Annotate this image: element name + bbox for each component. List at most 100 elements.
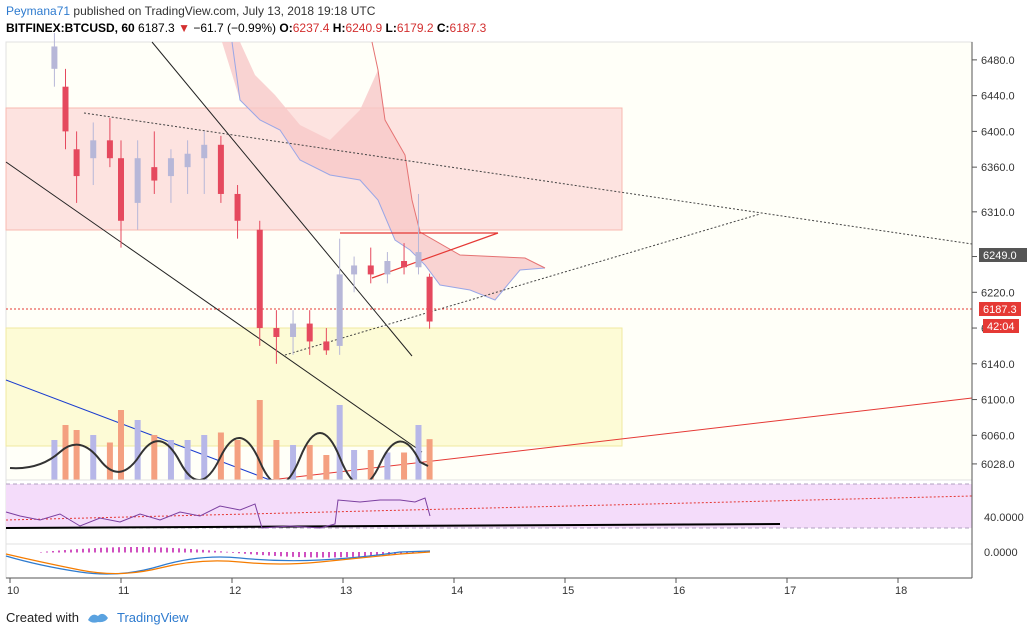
candle-body [62,86,69,132]
macd-hist-bar [310,552,312,558]
high-label: H: [332,21,346,35]
author-link[interactable]: Peymana71 [6,4,71,18]
cloud-price-badge [979,248,1027,262]
time-tick-label: 15 [562,585,574,597]
rsi-trend-line [5,523,781,529]
volume-bar [351,450,358,480]
volume-bar [118,410,124,480]
time-tick-label: 17 [784,585,796,597]
time-tick-label: 10 [7,585,19,597]
macd-hist-bar [88,548,90,553]
candle-body [90,140,97,159]
macd-hist-bar [298,552,300,558]
downtrend-line-lower [5,161,423,453]
volume-bar [256,400,263,480]
macd-line [5,550,431,575]
macd-hist-bar [214,550,216,553]
price-tick-label: 6440.0 [981,91,1015,103]
candle-body [306,323,313,342]
macd-hist-bar [406,552,408,554]
time-axis-ticks: 10 11 12 13 14 15 16 17 18 [7,578,907,597]
rsi-line [5,497,431,529]
time-tick-label: 13 [340,585,352,597]
price-tick-label: 6310.0 [981,207,1015,219]
macd-hist-bar [160,547,162,553]
macd-hist-bar [184,548,186,553]
candle-body [234,193,241,221]
macd-axis-tick: 0.0000 [984,547,1018,559]
macd-hist-bar [352,552,354,557]
open-label: O: [279,21,293,35]
price-tick-label: 6028.0 [981,459,1015,471]
candle-body [256,229,263,329]
volume-bar [151,435,158,480]
macd-hist-bar [340,552,342,558]
macd-hist-bar [172,547,174,553]
macd-hist-bar [208,550,210,553]
symbol-name: BITFINEX:BTCUSD, 60 [6,21,135,35]
volume-bar [273,440,280,480]
macd-hist-bar [100,547,102,553]
tradingview-link[interactable]: TradingView [116,609,189,625]
macd-hist-bar [202,549,204,553]
macd-hist-bar [142,547,144,553]
macd-hist-bar [328,552,330,558]
macd-hist-bar [304,552,306,558]
high-value: 6240.9 [345,21,383,35]
macd-pane [5,543,973,579]
candle-body [415,252,422,268]
price-tick-label: 6100.0 [981,395,1015,407]
price-chart[interactable]: 6480.06440.06400.06360.06310.06260.06220… [0,0,1032,600]
publish-info: published on TradingView.com, July 13, 2… [73,4,376,18]
time-tick-label: 12 [229,585,241,597]
last-price-badge [979,302,1021,316]
candle-body [351,265,358,275]
candle-body [367,265,374,275]
volume-bar [234,440,241,480]
macd-hist-bar [412,552,414,553]
tradingview-logo-icon[interactable] [87,610,109,624]
ascending-dotted-line [284,213,761,356]
candle-body [134,158,141,203]
time-tick-label: 14 [451,585,463,597]
macd-hist-bar [76,549,78,553]
countdown-badge [983,319,1019,333]
candle-body [336,274,343,346]
macd-hist-bar [322,552,324,558]
candle-body [217,144,224,194]
volume-bar [134,420,141,480]
macd-hist-bar [274,552,276,556]
macd-hist-bar [166,547,168,553]
candle-body [106,140,113,159]
macd-hist-bar [106,547,108,553]
macd-hist-bar [250,552,252,555]
low-value: 6179.2 [396,21,434,35]
candles [51,33,433,364]
volume-bar [90,435,97,480]
macd-hist-bar [220,551,222,553]
macd-hist-bar [364,552,366,557]
candle-body [118,158,124,221]
volume-bar [415,425,422,480]
macd-hist-bar [64,550,66,553]
candle-body [184,153,191,168]
publish-line: Peymana71 published on TradingView.com, … [6,3,375,19]
candle-body [201,144,208,159]
macd-hist-bar [136,547,138,553]
price-tick-label: 6060.0 [981,430,1015,442]
macd-hist-bar [118,547,120,553]
price-tick-label: 6480.0 [981,55,1015,67]
volume-bar [306,445,313,480]
macd-hist-bar [280,552,282,557]
candle-body [384,261,391,275]
volume-bar [290,445,297,480]
macd-hist-bar [190,549,192,553]
change-arrow-icon: ▼ [178,21,190,35]
macd-histogram [40,547,426,558]
cloud-upper-line [371,41,546,269]
open-value: 6237.4 [292,21,330,35]
macd-hist-bar [154,547,156,553]
support-zone [5,327,623,447]
price-tick-label: 6400.0 [981,126,1015,138]
candle-body [73,149,80,177]
